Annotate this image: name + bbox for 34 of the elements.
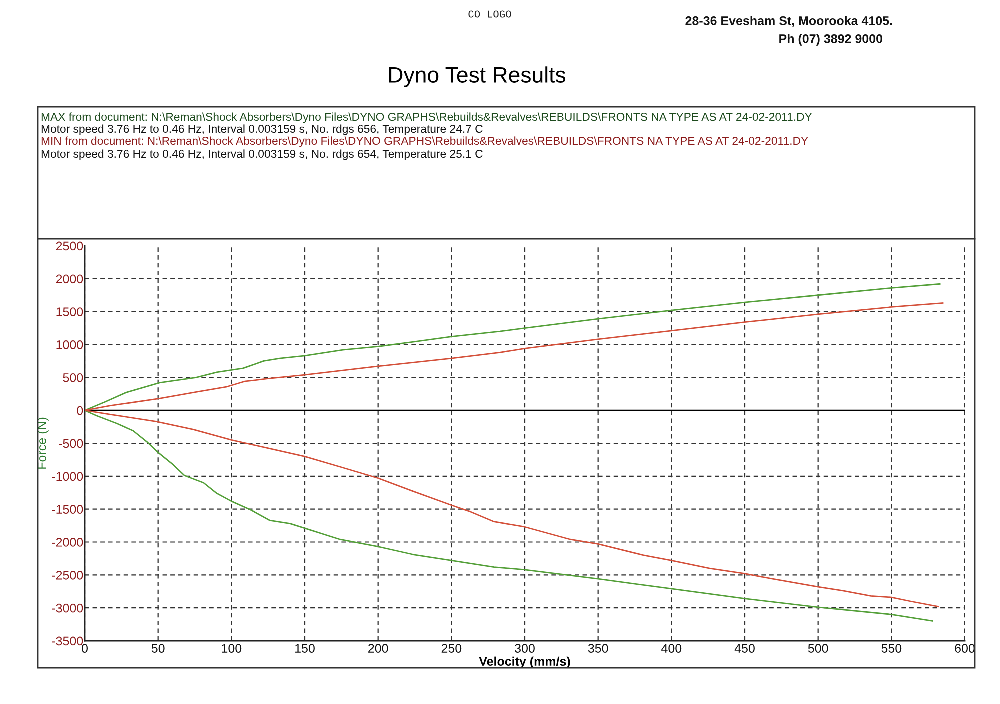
y-tick-label: 0 (77, 406, 84, 416)
y-tick-label: -1500 (52, 505, 84, 514)
y-tick-label: -2000 (52, 538, 84, 547)
y-tick-label: 500 (63, 373, 84, 382)
chart-title: Dyno Test Results (389, 66, 566, 88)
x-tick-label: 550 (882, 644, 902, 653)
y-tick-label: -2500 (52, 570, 84, 580)
y-tick-label: 2000 (56, 274, 84, 284)
x-tick-label: 300 (515, 644, 535, 653)
x-tick-label: 600 (955, 644, 975, 653)
y-tick-label: 1000 (56, 340, 84, 350)
text: MIN from document: N:\Reman\Shock Absorbers\Dyno Files\DYNO GRAPHS\Rebuilds&Revalves\REBUILDS\FRONTS NA TYPE AS AT 24-02-2011.DY (42, 136, 808, 148)
text: Ph (07) 3892 9000 (780, 34, 882, 46)
text: CO LOGO (468, 10, 512, 18)
x-tick-label: 500 (808, 644, 828, 653)
x-tick-label: 250 (442, 644, 462, 653)
y-tick-label: 2500 (56, 242, 84, 251)
y-tick-label: -3000 (52, 604, 84, 613)
y-tick-label: 1500 (56, 308, 84, 316)
x-tick-label: 400 (662, 644, 682, 653)
x-tick-label: 100 (222, 644, 242, 653)
x-tick-label: 200 (368, 644, 388, 653)
x-tick-label: 150 (296, 644, 315, 653)
y-tick-label: -1000 (52, 472, 84, 482)
x-tick-label: 450 (734, 644, 755, 653)
x-tick-label: 350 (588, 644, 608, 653)
y-tick-label: -3500 (52, 636, 84, 646)
text: 28-36 Evesham St, Moorooka 4105. (686, 16, 892, 28)
y-tick-label: -500 (59, 439, 84, 448)
x-tick-label: 50 (152, 644, 165, 653)
text: Motor speed 3.76 Hz to 0.46 Hz, Interval 0.003159 s, No. rdgs 654, Temperature 25.1 C (42, 150, 483, 160)
text: Motor speed 3.76 Hz to 0.46 Hz, Interval 0.003159 s, No. rdgs 656, Temperature 24.7 C (42, 124, 483, 136)
x-axis-title: Velocity (mm/s) (479, 656, 570, 668)
text: MAX from document: N:\Reman\Shock Absorbers\Dyno Files\DYNO GRAPHS\Rebuilds&Revalves\REBUILDS\FRONTS NA TYPE AS AT 24-02-2011.DY (42, 112, 812, 124)
